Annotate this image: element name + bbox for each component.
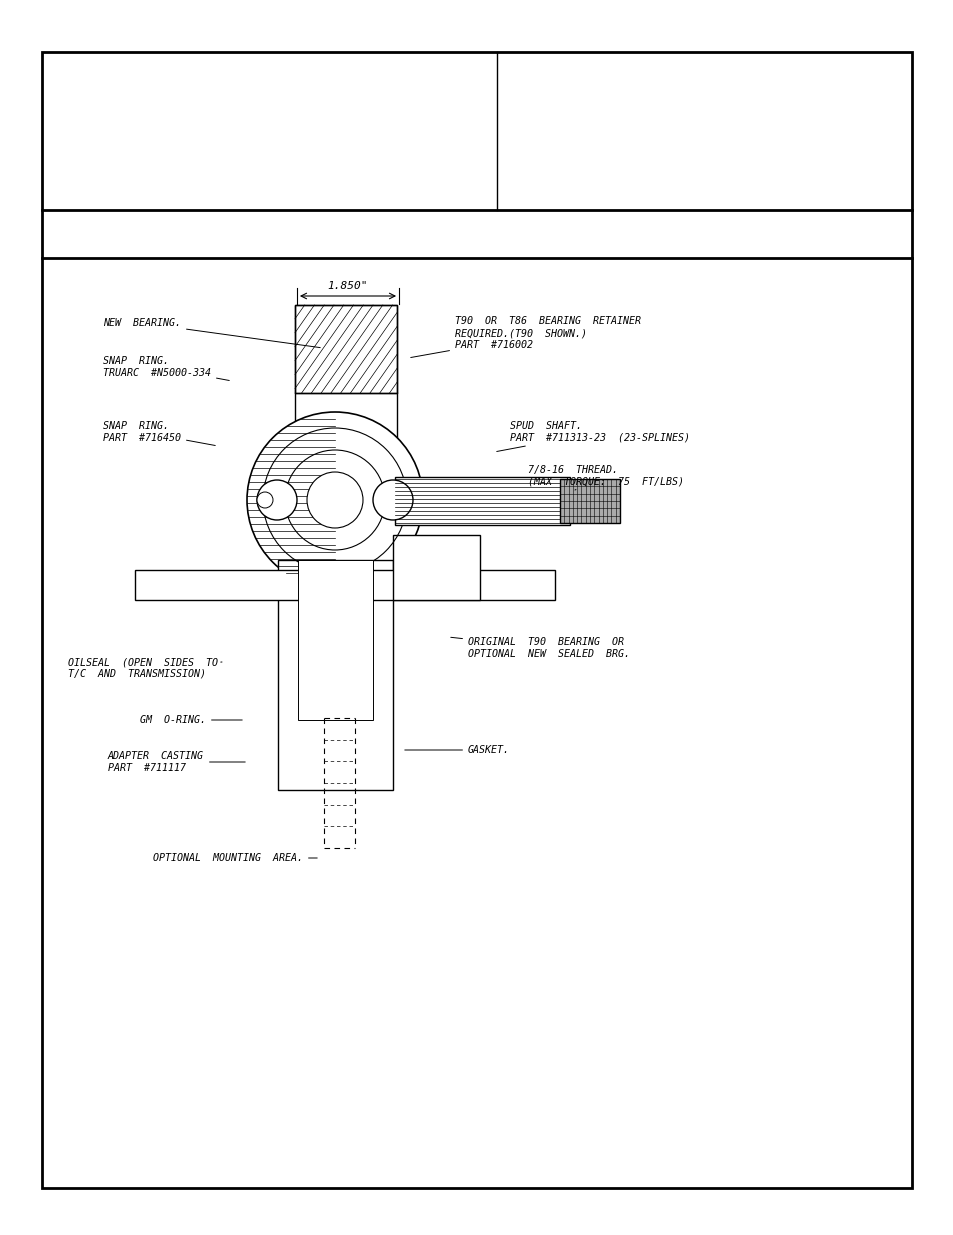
Text: 7/8-16  THREAD.
(MAX  TORQUE:  75  FT/LBS): 7/8-16 THREAD. (MAX TORQUE: 75 FT/LBS): [527, 466, 683, 490]
Bar: [297, 559, 373, 720]
Circle shape: [307, 472, 363, 529]
Circle shape: [373, 480, 413, 520]
Text: ADAPTER  CASTING
PART  #711117: ADAPTER CASTING PART #711117: [108, 751, 245, 773]
Text: SPUD  SHAFT.
PART  #711313-23  (23-SPLINES): SPUD SHAFT. PART #711313-23 (23-SPLINES): [497, 421, 689, 452]
Circle shape: [256, 492, 273, 508]
Text: ORIGINAL  T90  BEARING  OR
OPTIONAL  NEW  SEALED  BRG.: ORIGINAL T90 BEARING OR OPTIONAL NEW SEA…: [450, 637, 629, 658]
Bar: [559, 479, 619, 522]
Bar: [393, 535, 479, 600]
Circle shape: [247, 412, 422, 588]
Bar: [135, 571, 555, 600]
Bar: [395, 477, 569, 525]
Bar: [277, 559, 393, 790]
Text: T90  OR  T86  BEARING  RETAINER
REQUIRED.(T90  SHOWN.)
PART  #716002: T90 OR T86 BEARING RETAINER REQUIRED.(T9…: [411, 316, 640, 357]
Text: OPTIONAL  MOUNTING  AREA.: OPTIONAL MOUNTING AREA.: [152, 853, 317, 863]
Text: 1.850": 1.850": [328, 282, 368, 291]
Text: SNAP  RING.
PART  #716450: SNAP RING. PART #716450: [103, 421, 215, 446]
Bar: [294, 305, 396, 393]
Text: SNAP  RING.
TRUARC  #N5000-334: SNAP RING. TRUARC #N5000-334: [103, 356, 229, 380]
Text: GASKET.: GASKET.: [404, 745, 510, 755]
Text: GM  O-RING.: GM O-RING.: [140, 715, 242, 725]
Text: NEW  BEARING.: NEW BEARING.: [103, 317, 320, 347]
Text: OILSEAL  (OPEN  SIDES  TO
T/C  AND  TRANSMISSION): OILSEAL (OPEN SIDES TO T/C AND TRANSMISS…: [68, 657, 222, 679]
Bar: [294, 305, 396, 393]
Circle shape: [256, 480, 296, 520]
